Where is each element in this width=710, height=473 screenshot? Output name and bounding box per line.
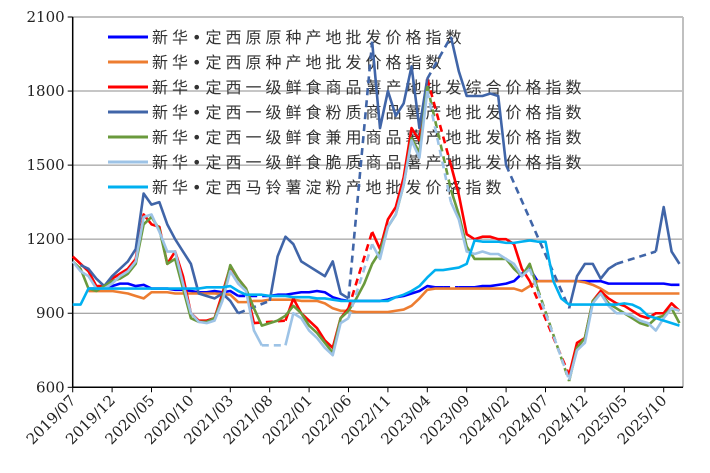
series-gap-segment — [347, 243, 374, 319]
series-line — [72, 239, 680, 327]
series-gap-segment — [616, 250, 657, 266]
series-segment — [72, 239, 680, 327]
series-segment — [284, 311, 350, 357]
y-tick-label: 1200 — [27, 230, 65, 248]
series-segment — [567, 262, 618, 309]
legend-entry: 新华•定西马铃薯淀粉产地批发价格指数 — [152, 178, 505, 197]
series-segment — [71, 213, 256, 324]
series-segment — [449, 36, 508, 166]
legend-entry: 新华•定西一级鲜食粉质商品薯产地批发价格指数 — [152, 103, 585, 122]
legend: 新华•定西原原种产地批发价格指数新华•定西原种产地批发价格指数新华•定西一级鲜食… — [108, 28, 585, 197]
y-axis: 600 900 1200 1500 1800 2100 — [27, 8, 73, 396]
legend-entry: 新华•定西一级鲜食兼用商品薯产地批发价格指数 — [152, 128, 585, 147]
series-gap-segment — [347, 231, 374, 309]
y-tick-label: 1500 — [27, 156, 65, 174]
plot-frame — [71, 16, 684, 389]
series-gap-segment — [426, 36, 453, 80]
legend-entry: 新华•定西原种产地批发价格指数 — [152, 53, 445, 72]
series-line — [80, 36, 681, 315]
y-tick-label: 900 — [36, 304, 65, 322]
series-lines — [71, 36, 681, 382]
series-gap-segment — [347, 41, 374, 299]
series-gap-segment — [528, 268, 571, 381]
series-segment — [80, 192, 240, 314]
series-segment — [268, 235, 350, 302]
legend-entry: 新华•定西原原种产地批发价格指数 — [152, 28, 465, 47]
series-segment — [370, 90, 429, 261]
series-segment — [71, 85, 429, 355]
series-segment — [567, 292, 680, 381]
legend-entry: 新华•定西一级鲜食商品薯产地批发综合价格指数 — [152, 78, 585, 97]
y-tick-label: 600 — [36, 378, 65, 396]
series-segment — [449, 164, 531, 282]
series-gap-segment — [426, 90, 453, 203]
series-gap-segment — [426, 78, 453, 166]
series-gap-segment — [504, 164, 571, 309]
series-segment — [370, 41, 429, 130]
legend-entry: 新华•定西一级鲜食脆质商品薯产地批发价格指数 — [152, 153, 585, 172]
series-segment — [458, 267, 680, 289]
series-segment — [654, 205, 681, 265]
y-tick-label: 2100 — [27, 8, 65, 26]
series-segment — [449, 201, 531, 278]
x-axis: 2019/072019/122020/052020/102021/032021/… — [23, 387, 671, 448]
series-segment — [71, 213, 263, 346]
y-tick-label: 1800 — [27, 82, 65, 100]
